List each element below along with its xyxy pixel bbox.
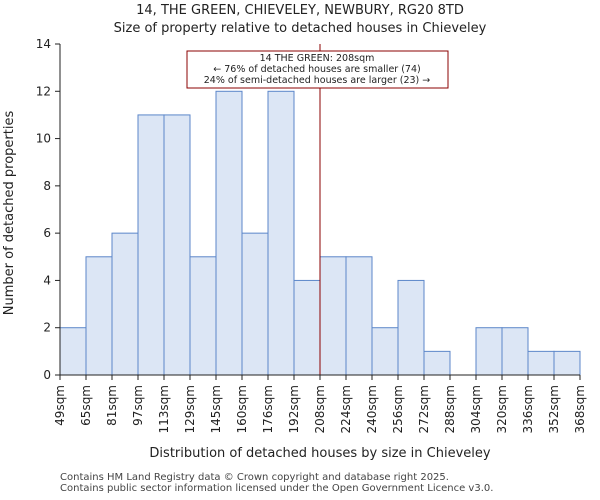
chart-title-line-1: 14, THE GREEN, CHIEVELEY, NEWBURY, RG20 … [136,3,464,18]
x-tick-label: 192sqm [287,385,301,433]
x-tick-label: 336sqm [521,385,535,433]
bar-192sqm [293,279,321,376]
footer-line-2: Contains public sector information licen… [60,483,494,494]
bar-256sqm [397,279,425,376]
bar-145sqm [215,90,243,376]
y-tick-label: 0 [43,368,51,382]
bar-336sqm [527,350,555,376]
x-tick-label: 49sqm [53,385,67,426]
x-tick-label: 304sqm [469,385,483,433]
x-tick-label: 145sqm [209,385,223,433]
x-tick-label: 129sqm [183,385,197,433]
bar-304sqm [475,327,503,376]
y-tick-label: 12 [36,84,51,98]
x-tick-label: 81sqm [105,385,119,426]
bar-65sqm [85,256,113,376]
chart-title-line-2: Size of property relative to detached ho… [114,21,487,36]
x-tick-label: 113sqm [157,385,171,433]
bar-97sqm [137,114,165,376]
x-tick-label: 224sqm [339,385,353,433]
x-tick-label: 272sqm [417,385,431,433]
x-tick-label: 160sqm [235,385,249,433]
x-tick-label: 352sqm [547,385,561,433]
y-axis-label: Number of detached properties [2,111,17,316]
x-tick-label: 256sqm [391,385,405,433]
bar-113sqm [163,114,191,376]
y-tick-label: 2 [43,321,51,335]
x-tick-label: 65sqm [79,385,93,426]
bar-272sqm [423,350,451,376]
x-axis-label: Distribution of detached houses by size … [149,446,490,461]
y-tick-label: 14 [36,37,51,51]
bar-49sqm [59,327,87,376]
y-tick-label: 8 [43,179,51,193]
x-tick-label: 240sqm [365,385,379,433]
footer-line-1: Contains HM Land Registry data © Crown c… [60,472,449,483]
bar-352sqm [553,350,581,376]
x-tick-label: 320sqm [495,385,509,433]
bar-224sqm [345,256,373,376]
x-tick-label: 368sqm [573,385,587,433]
x-tick-label: 97sqm [131,385,145,426]
x-tick-label: 208sqm [313,385,327,433]
y-tick-label: 10 [36,132,51,146]
annotation-line-3: 24% of semi-detached houses are larger (… [204,75,431,86]
bar-129sqm [189,256,217,376]
bar-208sqm [319,256,347,376]
x-tick-label: 176sqm [261,385,275,433]
bar-176sqm [267,90,295,376]
bar-320sqm [501,327,529,376]
bar-81sqm [111,232,139,376]
y-tick-label: 6 [43,226,51,240]
y-tick-label: 4 [43,273,51,287]
annotation-line-1: 14 THE GREEN: 208sqm [260,53,375,64]
bar-160sqm [241,232,269,376]
x-tick-label: 288sqm [443,385,457,433]
annotation-box [186,50,449,89]
bar-240sqm [371,327,399,376]
annotation-line-2: ← 76% of detached houses are smaller (74… [213,64,420,75]
